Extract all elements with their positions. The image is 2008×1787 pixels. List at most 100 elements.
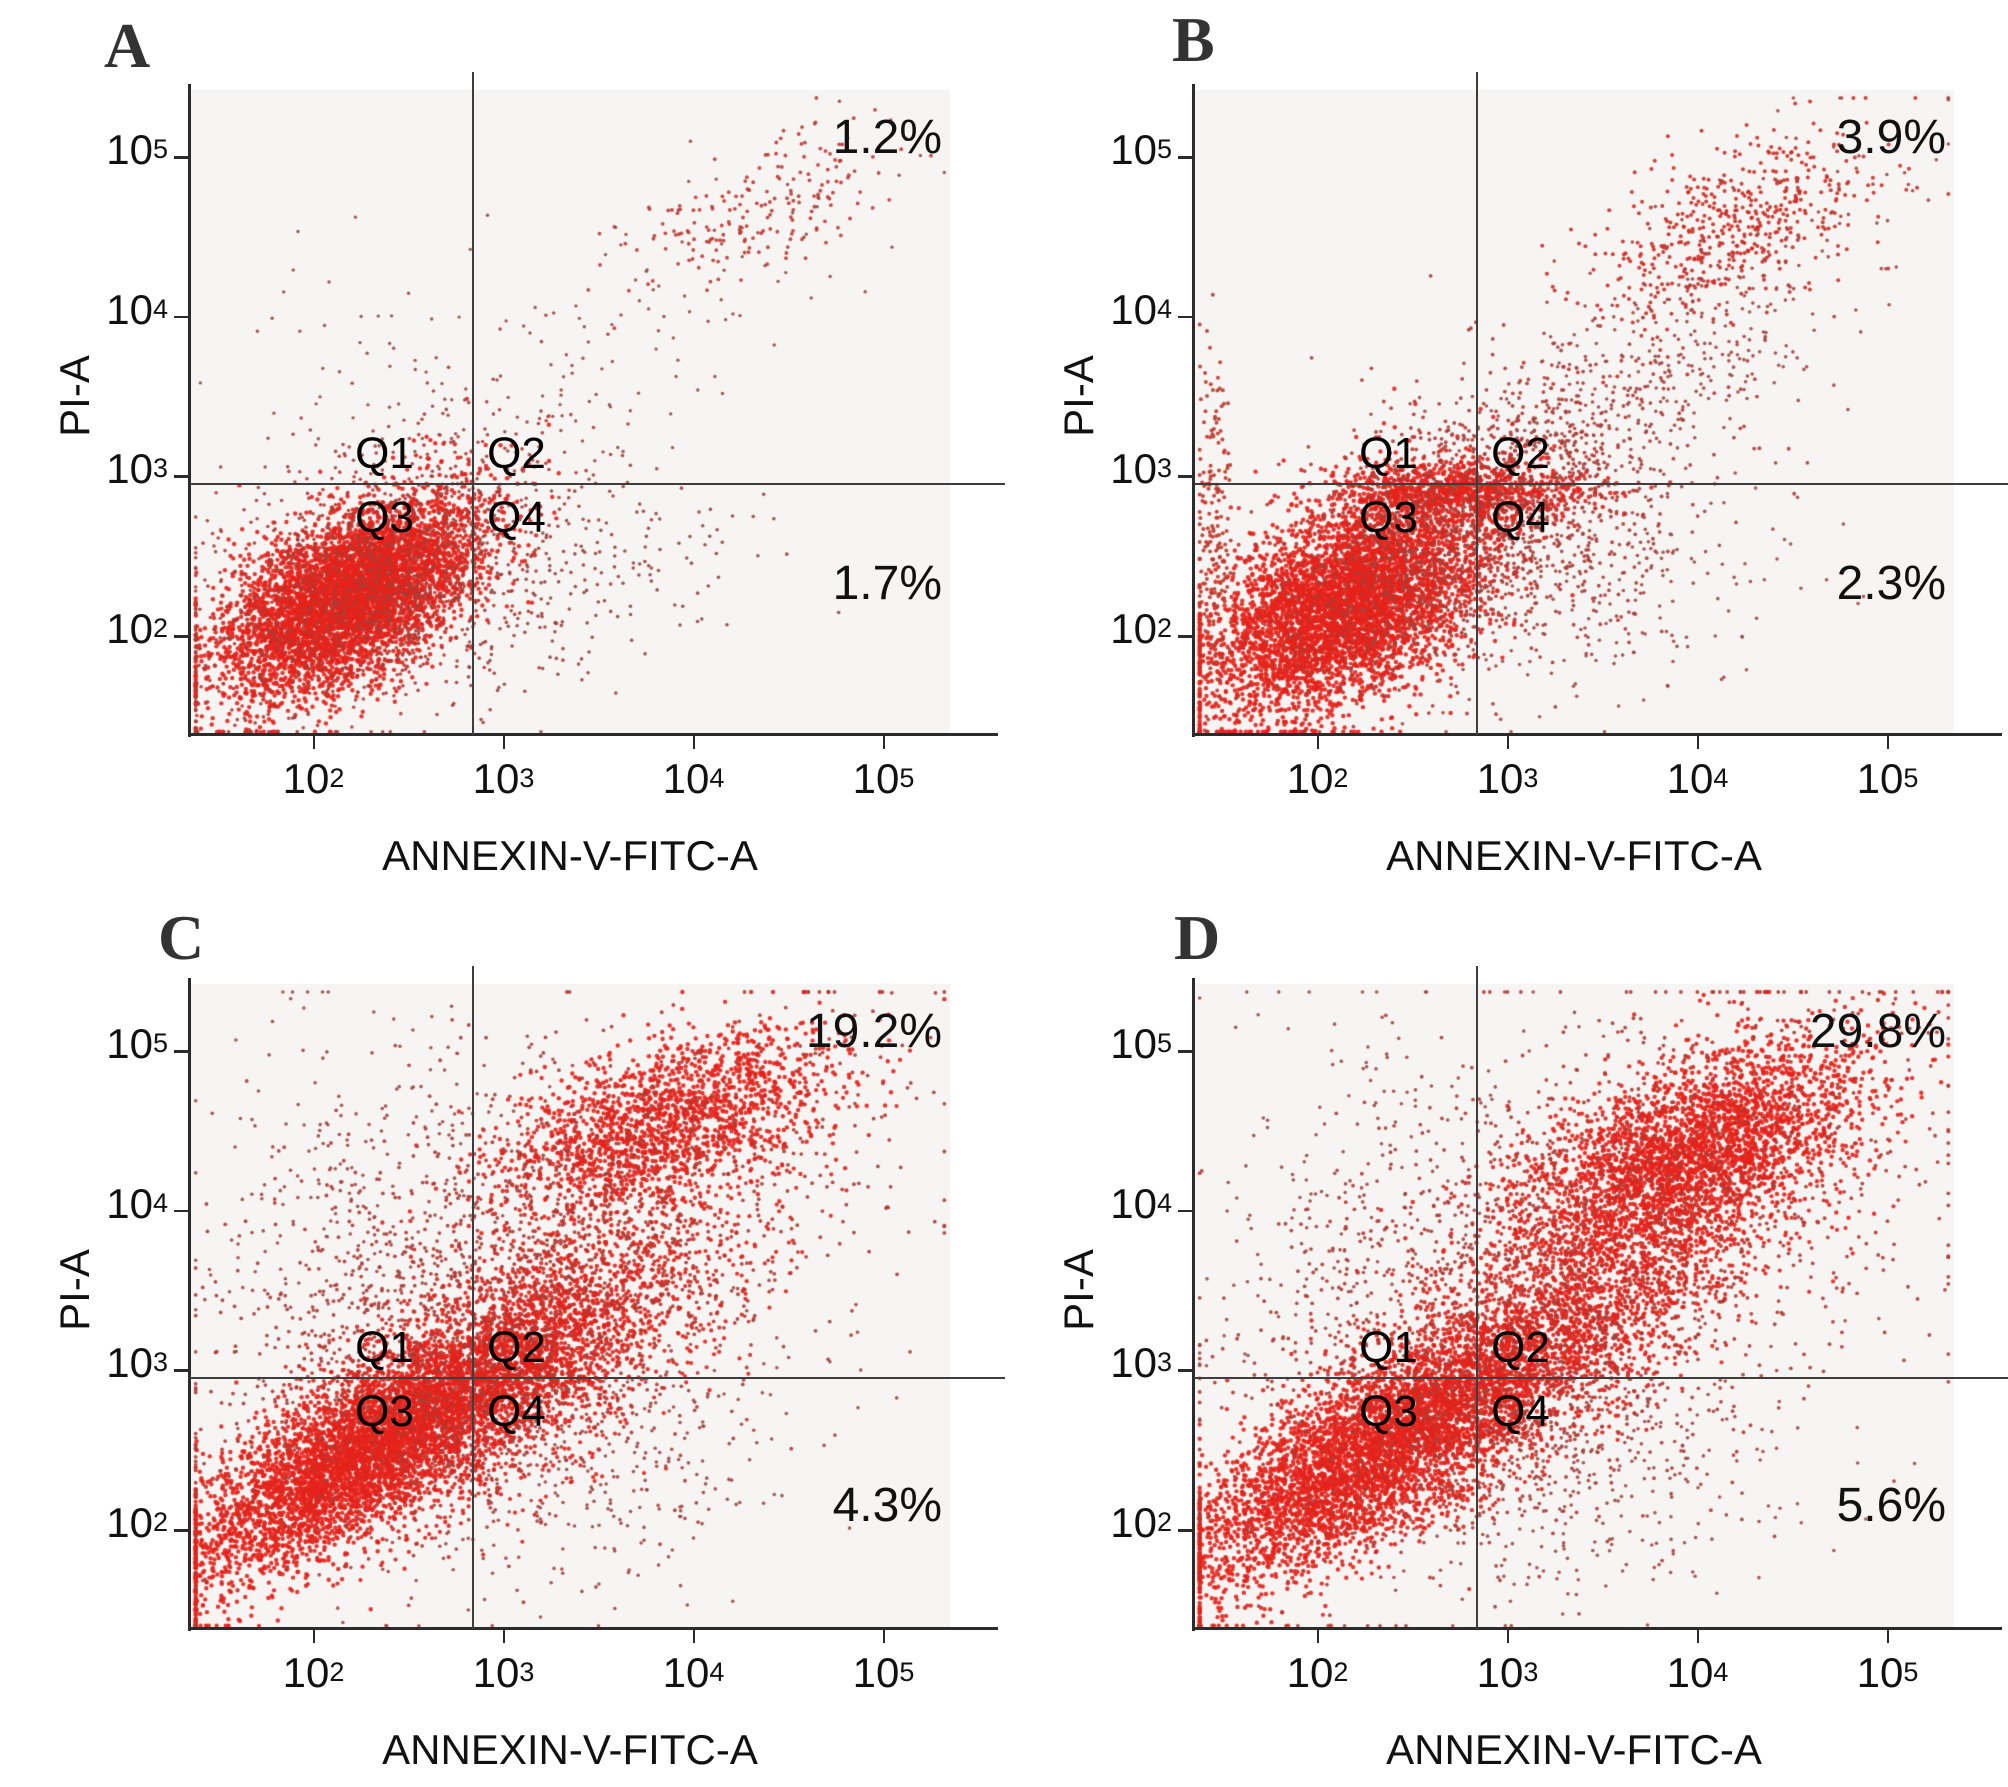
x-tick-label-10e4: 104 [662,755,725,802]
y-tick-label-10e5: 105 [106,126,168,174]
x-tick-label-10e3: 103 [1476,755,1539,802]
q2-percentage: 1.2% [832,111,942,164]
y-tick-label-10e4: 104 [1110,1179,1172,1227]
y-tick-label-10e2: 102 [1110,1499,1172,1546]
x-tick-label-10e4: 104 [1666,1649,1729,1696]
quadrant-label-q1: Q1 [355,1322,414,1372]
y-tick-10e5 [174,1050,188,1053]
x-tick-label-10e2: 102 [1286,755,1349,802]
x-tick-10e5 [1886,1629,1889,1643]
quadrant-label-q2: Q2 [1491,1322,1550,1372]
gate-horizontal-line [190,482,1005,485]
y-axis-title: PI-A [51,1249,98,1331]
gate-vertical-line [472,966,475,1629]
x-axis-title: ANNEXIN-V-FITC-A [382,1726,758,1773]
x-axis-line [188,1627,998,1630]
x-tick-10e2 [312,735,315,749]
q4-percentage: 1.7% [832,557,942,610]
y-tick-label-10e4: 104 [106,285,168,333]
y-tick-10e4 [1178,315,1192,319]
q2-percentage: 29.8% [1809,1005,1946,1058]
q2-percentage: 19.2% [805,1005,942,1058]
q2-percentage: 3.9% [1836,111,1946,164]
x-tick-10e5 [1886,735,1889,749]
gate-horizontal-line [1194,1376,2008,1379]
x-tick-label-10e2: 102 [1286,1649,1349,1696]
x-tick-label-10e3: 103 [472,755,535,802]
y-axis-title: PI-A [1055,1249,1102,1331]
gate-vertical-line [1476,72,1479,735]
x-tick-10e4 [692,735,695,749]
x-tick-10e2 [1316,735,1319,749]
x-axis-line [1192,733,2002,736]
x-tick-10e4 [1696,735,1699,749]
x-tick-label-10e3: 103 [1476,1649,1539,1696]
x-tick-label-10e2: 102 [282,755,345,802]
y-tick-10e4 [174,1209,188,1213]
y-tick-10e3 [1178,1369,1192,1372]
x-tick-10e2 [1316,1629,1319,1643]
y-tick-label-10e4: 104 [106,1179,168,1227]
x-tick-10e3 [1506,735,1509,749]
quadrant-label-q2: Q2 [487,428,546,478]
panel-letter-a: A [104,10,151,81]
x-tick-10e3 [1506,1629,1509,1643]
x-tick-10e5 [882,735,885,749]
x-tick-10e3 [502,1629,505,1643]
gate-vertical-line [472,72,475,735]
y-tick-10e2 [1178,635,1192,638]
x-tick-label-10e5: 105 [852,1649,915,1696]
quadrant-label-q4: Q4 [487,492,546,542]
y-tick-label-10e4: 104 [1110,285,1172,333]
y-tick-label-10e5: 105 [1110,1020,1172,1068]
x-axis-title: ANNEXIN-V-FITC-A [382,832,758,879]
quadrant-label-q1: Q1 [1359,1322,1418,1372]
quadrant-label-q2: Q2 [1491,428,1550,478]
y-tick-10e3 [174,1369,188,1372]
quadrant-label-q1: Q1 [355,428,414,478]
panel-b: B 102 102 103 103 104 104 105 105 ANNEXIN-V-FITC-… [1004,0,2008,893]
quadrant-label-q2: Q2 [487,1322,546,1372]
quadrant-label-q4: Q4 [1491,1386,1550,1436]
y-tick-label-10e5: 105 [106,1020,168,1068]
plot-area-c: 102 102 103 103 104 104 105 105 ANNEXIN-V-FITC-A… [51,966,1005,1773]
panel-letter-d: D [1174,902,1221,973]
y-tick-label-10e3: 103 [1110,1339,1172,1387]
x-axis-title: ANNEXIN-V-FITC-A [1386,832,1762,879]
scatter-canvas-c [190,984,950,1629]
y-tick-10e5 [174,156,188,159]
panel-letter-b: B [1172,4,1215,75]
quadrant-label-q3: Q3 [355,492,414,542]
gate-horizontal-line [190,1376,1005,1379]
quadrant-label-q3: Q3 [1359,492,1418,542]
quadrant-label-q1: Q1 [1359,428,1418,478]
y-axis-title: PI-A [51,355,98,437]
q4-percentage: 5.6% [1836,1479,1946,1532]
y-tick-10e3 [174,475,188,478]
y-tick-label-10e2: 102 [106,1499,168,1546]
y-tick-10e4 [174,315,188,319]
x-tick-label-10e5: 105 [852,755,915,802]
scatter-canvas-a [190,90,950,735]
y-tick-label-10e3: 103 [1110,445,1172,493]
x-axis-line [1192,1627,2002,1630]
panel-c: C 102 102 103 103 104 104 105 105 ANNEXIN-V-FITC-… [0,894,1005,1787]
y-tick-10e5 [1178,1050,1192,1053]
x-tick-10e3 [502,735,505,749]
y-tick-10e5 [1178,156,1192,159]
y-axis-line [1192,978,1195,1631]
y-tick-label-10e2: 102 [106,605,168,652]
x-axis-line [188,733,998,736]
gate-horizontal-line [1194,482,2008,485]
y-tick-label-10e3: 103 [106,445,168,493]
quadrant-label-q3: Q3 [1359,1386,1418,1436]
panel-d: D 102 102 103 103 104 104 105 105 ANNEXIN-V-FITC-… [1004,894,2008,1787]
x-tick-label-10e3: 103 [472,1649,535,1696]
x-tick-10e2 [312,1629,315,1643]
q4-percentage: 2.3% [1836,557,1946,610]
x-tick-10e4 [692,1629,695,1643]
y-axis-line [188,84,191,737]
x-tick-10e4 [1696,1629,1699,1643]
y-tick-10e4 [1178,1209,1192,1213]
